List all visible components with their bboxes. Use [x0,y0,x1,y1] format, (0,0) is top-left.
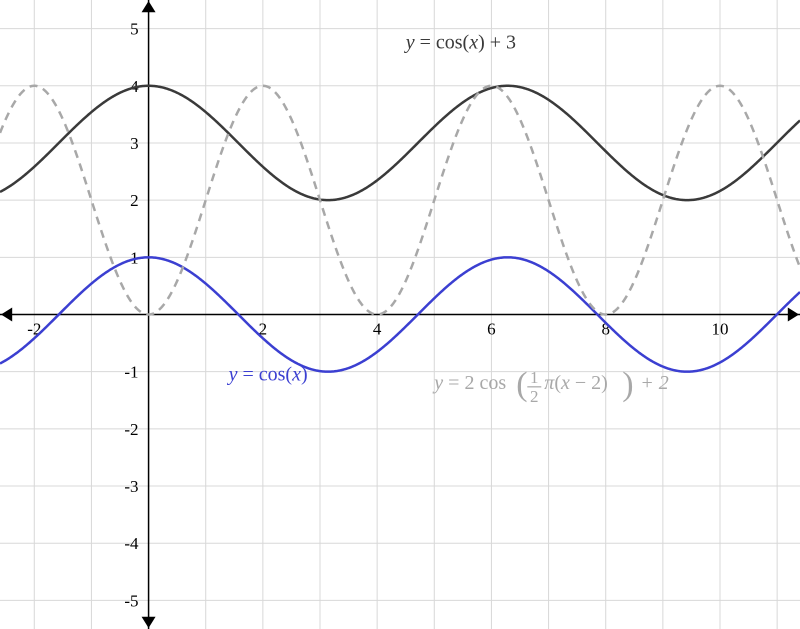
y-tick-label: 5 [130,20,139,39]
x-tick-label: 4 [373,320,382,339]
y-tick-label: -1 [124,363,138,382]
y-tick-label: -2 [124,420,138,439]
x-tick-label: 10 [712,320,729,339]
chart-container: -2246810-5-4-3-2-112345y = cos(x)y = cos… [0,0,800,629]
label-cos-x: y = cos(x) [227,363,308,385]
x-tick-label: -2 [27,320,41,339]
chart-svg: -2246810-5-4-3-2-112345y = cos(x)y = cos… [0,0,800,629]
frac-den: 2 [530,387,539,406]
big-rparen: ) [622,366,633,403]
big-lparen: ( [516,366,527,403]
y-tick-label: 2 [130,191,139,210]
y-tick-label: -5 [124,591,138,610]
y-tick-label: -4 [124,534,139,553]
frac-num: 1 [530,368,539,387]
x-tick-label: 6 [487,320,496,339]
label-transformed: y = 2 cos [432,372,506,394]
label-transformed-suffix: + 2 [640,372,669,394]
y-tick-label: -3 [124,477,138,496]
label-cos-x-plus-3: y = cos(x) + 3 [404,32,516,54]
label-transformed-rest: π(x − 2) [544,372,608,394]
y-tick-label: 3 [130,134,139,153]
